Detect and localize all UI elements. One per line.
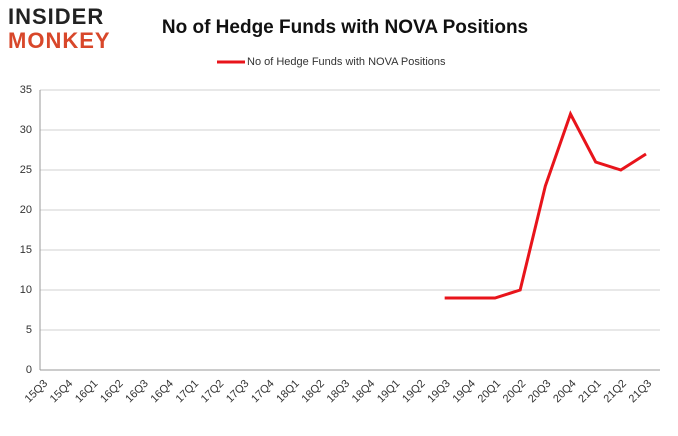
x-tick-label: 18Q2 — [299, 378, 327, 406]
y-tick-label: 0 — [26, 364, 32, 376]
x-tick-label: 19Q2 — [400, 378, 428, 406]
x-tick-label: 21Q3 — [627, 378, 655, 406]
x-tick-label: 19Q3 — [425, 378, 453, 406]
x-tick-label: 19Q4 — [450, 378, 478, 406]
x-tick-label: 15Q4 — [48, 378, 76, 406]
x-tick-label: 21Q1 — [576, 378, 604, 406]
chart-title: No of Hedge Funds with NOVA Positions — [162, 17, 528, 38]
x-tick-label: 17Q2 — [199, 378, 227, 406]
x-tick-label: 16Q1 — [73, 378, 101, 406]
legend-label: No of Hedge Funds with NOVA Positions — [247, 56, 446, 68]
y-tick-label: 25 — [20, 164, 32, 176]
x-tick-label: 17Q1 — [174, 378, 202, 406]
x-tick-label: 15Q3 — [23, 378, 51, 406]
x-tick-label: 16Q4 — [148, 378, 176, 406]
logo-top: INSIDER — [8, 4, 104, 29]
y-tick-label: 20 — [20, 204, 32, 216]
x-tick-label: 16Q3 — [123, 378, 151, 406]
x-tick-label: 20Q2 — [501, 378, 529, 406]
x-tick-label: 20Q1 — [476, 378, 504, 406]
x-tick-label: 19Q1 — [375, 378, 403, 406]
x-tick-label: 21Q2 — [601, 378, 629, 406]
y-tick-label: 15 — [20, 244, 32, 256]
y-tick-label: 5 — [26, 324, 32, 336]
x-tick-label: 16Q2 — [98, 378, 126, 406]
series-line — [444, 110, 647, 300]
x-tick-label: 20Q4 — [551, 378, 579, 406]
y-tick-label: 35 — [20, 84, 32, 96]
x-tick-label: 18Q3 — [325, 378, 353, 406]
x-tick-label: 17Q3 — [224, 378, 252, 406]
logo-bottom: MONKEY — [8, 28, 111, 53]
x-tick-label: 18Q4 — [350, 378, 378, 406]
x-tick-label: 17Q4 — [249, 378, 277, 406]
y-tick-label: 10 — [20, 284, 32, 296]
x-tick-label: 18Q1 — [274, 378, 302, 406]
x-tick-label: 20Q3 — [526, 378, 554, 406]
y-tick-label: 30 — [20, 124, 32, 136]
